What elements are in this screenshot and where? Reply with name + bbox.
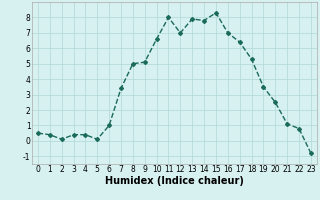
X-axis label: Humidex (Indice chaleur): Humidex (Indice chaleur): [105, 176, 244, 186]
